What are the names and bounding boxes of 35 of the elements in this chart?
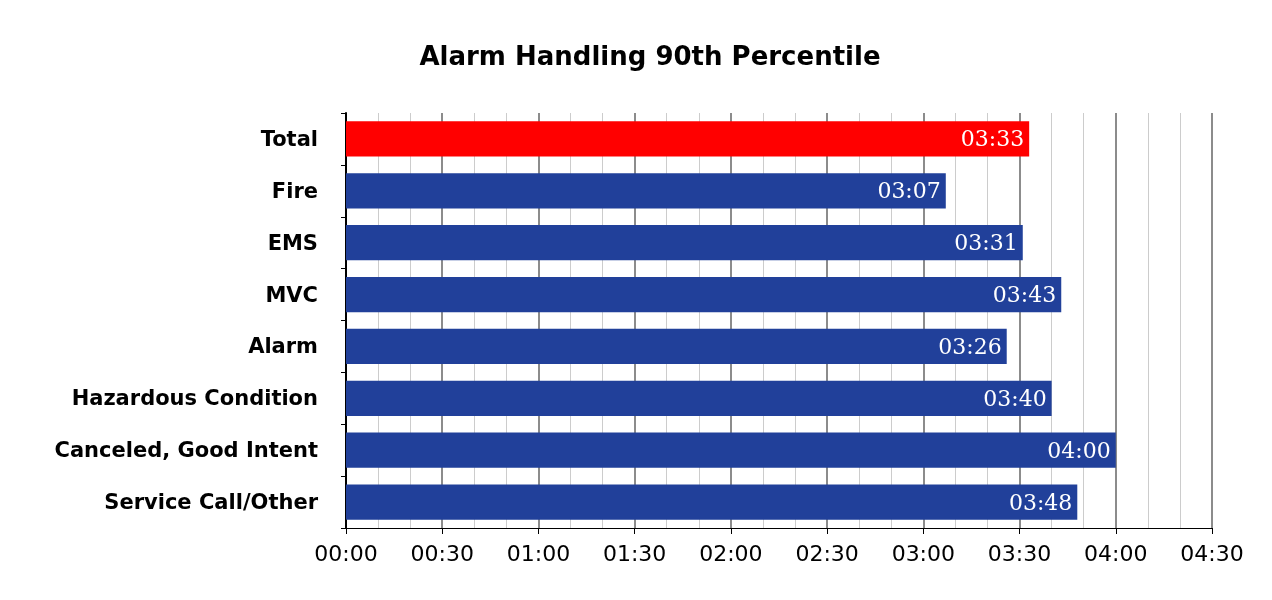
x-tick-label: 02:30: [795, 540, 859, 566]
y-tick-label: Alarm: [248, 334, 318, 359]
y-tick-label: Fire: [271, 178, 318, 203]
y-tick-label: MVC: [265, 282, 318, 307]
bar: [346, 380, 1052, 416]
x-tick-label: 01:30: [602, 540, 667, 566]
x-tick-label: 01:00: [506, 540, 571, 566]
bar: [346, 484, 1078, 520]
y-tick-label: Canceled, Good Intent: [54, 438, 318, 463]
bar: [346, 328, 1007, 365]
data-label: 03:07: [877, 178, 941, 204]
x-tick-label: 00:30: [410, 540, 474, 566]
bar: [346, 121, 1030, 157]
y-tick-label: Total: [260, 126, 318, 151]
data-label: 03:31: [954, 230, 1018, 256]
y-tick-label: EMS: [267, 230, 318, 255]
bar: [346, 173, 946, 209]
y-tick-label: Hazardous Condition: [71, 386, 318, 411]
data-label: 03:48: [1008, 489, 1073, 515]
chart-title: Alarm Handling 90th Percentile: [419, 41, 881, 71]
x-tick-label: 04:00: [1084, 540, 1148, 566]
data-label: 04:00: [1047, 437, 1111, 463]
x-tick-label: 04:30: [1180, 540, 1244, 566]
x-tick-label: 03:00: [891, 540, 956, 566]
data-label: 03:40: [983, 385, 1047, 411]
bar: [346, 276, 1062, 313]
bar: [346, 432, 1116, 468]
x-tick-label: 00:00: [314, 540, 378, 566]
data-label: 03:26: [938, 333, 1002, 359]
x-tick-label: 03:30: [987, 540, 1052, 566]
bar: [346, 225, 1023, 261]
data-label: 03:43: [992, 282, 1057, 308]
data-label: 03:33: [960, 126, 1025, 152]
x-tick-label: 02:00: [699, 540, 763, 566]
y-tick-label: Service Call/Other: [104, 490, 319, 515]
